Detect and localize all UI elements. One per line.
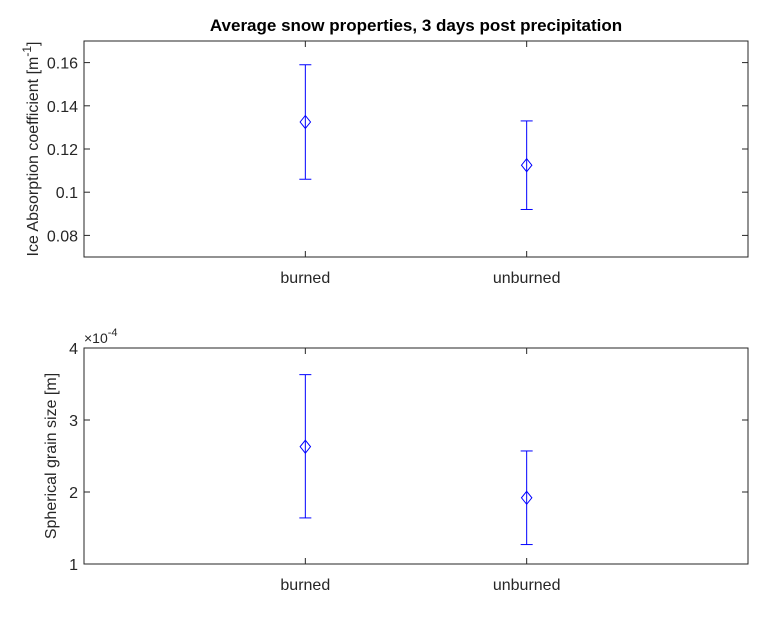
plot-area-bottom: 1 2 3 4 burned unburned [69, 341, 748, 594]
y-tick-label: 0.08 [47, 228, 78, 245]
y-axis-label-bottom: Spherical grain size [m] [43, 373, 60, 539]
x-tick-label: burned [280, 577, 330, 594]
y-tick-label: 0.12 [47, 142, 78, 159]
y-tick-label: 1 [69, 557, 78, 574]
y-tick-label: 0.1 [56, 185, 78, 202]
axes-box-bottom [83, 347, 749, 565]
y-tick-label: 0.14 [47, 99, 78, 116]
data-point-diamond [520, 490, 533, 506]
data-point-diamond [520, 157, 533, 173]
y-tick-label: 2 [69, 485, 78, 502]
subplot-grain-size: 1 2 3 4 burned unburned ×10-4 Spherical grain… [43, 327, 749, 594]
y-axis-label-top: Ice Absorption coefficient [m-1] [20, 42, 42, 257]
y-tick-label: 4 [69, 341, 78, 358]
x-tick-label: burned [280, 270, 330, 287]
data-point-diamond [299, 439, 312, 454]
y-exponent-label: ×10-4 [84, 327, 118, 346]
x-tick-label: unburned [493, 270, 561, 287]
data-point-diamond [299, 114, 312, 130]
y-tick-label: 3 [69, 413, 78, 430]
x-tick-label: unburned [493, 577, 561, 594]
axes-box-top [83, 40, 749, 258]
plot-area-top: 0.08 0.1 0.12 0.14 0.16 burned unburned [47, 41, 748, 287]
chart-title: Average snow properties, 3 days post pre… [210, 16, 622, 35]
y-tick-label: 0.16 [47, 56, 78, 73]
subplot-absorption: Average snow properties, 3 days post pre… [20, 16, 749, 287]
